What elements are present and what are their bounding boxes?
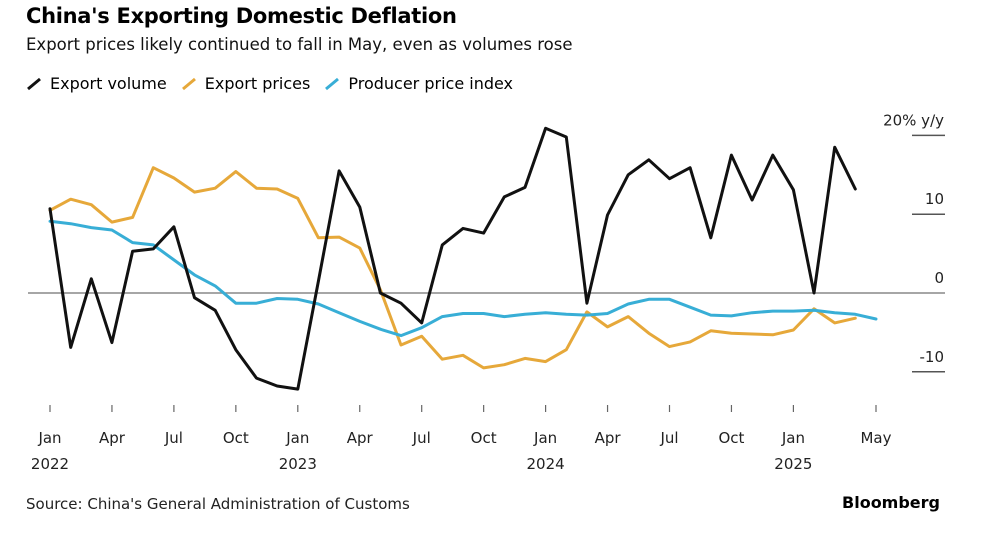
legend-item-ppi: Producer price index [324, 74, 513, 93]
x-tick-label: Oct [223, 429, 249, 447]
legend: Export volume Export prices Producer pri… [26, 74, 513, 93]
x-tick-label: Jan [285, 429, 309, 447]
legend-item-export-volume: Export volume [26, 74, 167, 93]
x-tick-label: Apr [99, 429, 126, 447]
legend-label: Producer price index [348, 74, 514, 93]
source-note: Source: China's General Administration o… [26, 495, 410, 513]
x-tick-label: Jul [412, 429, 431, 447]
y-tick-label: 0 [934, 269, 944, 287]
x-tick-label: Jan [37, 429, 61, 447]
legend-label: Export prices [204, 74, 311, 93]
chart-subtitle: Export prices likely continued to fall i… [26, 35, 573, 54]
x-tick-year-label: 2022 [31, 455, 69, 473]
x-tick-label: Jul [164, 429, 183, 447]
x-tick-label: Oct [718, 429, 744, 447]
y-tick-label: 20% y/y [883, 111, 944, 129]
series-line-export-prices [48, 166, 857, 370]
y-tick-label: -10 [920, 348, 945, 366]
legend-item-export-prices: Export prices [181, 74, 311, 93]
x-tick-label: Oct [471, 429, 497, 447]
y-tick-label: 10 [925, 190, 944, 208]
legend-swatch-icon [27, 77, 41, 90]
x-tick-year-label: 2024 [527, 455, 565, 473]
legend-label: Export volume [50, 74, 167, 93]
legend-swatch-icon [181, 77, 196, 90]
x-tick-year-label: 2023 [279, 455, 317, 473]
x-tick-label: May [860, 429, 891, 447]
x-tick-label: Apr [595, 429, 622, 447]
x-tick-label: Jan [533, 429, 557, 447]
series-line-producer-price-index [48, 219, 878, 338]
chart-title: China's Exporting Domestic Deflation [26, 4, 457, 28]
x-tick-year-label: 2025 [774, 455, 812, 473]
x-tick-label: Jan [781, 429, 805, 447]
legend-swatch-icon [325, 77, 340, 90]
series-line-export-volume [48, 126, 857, 391]
x-tick-label: Jul [659, 429, 678, 447]
x-tick-label: Apr [347, 429, 374, 447]
bloomberg-logo: Bloomberg [842, 493, 940, 512]
